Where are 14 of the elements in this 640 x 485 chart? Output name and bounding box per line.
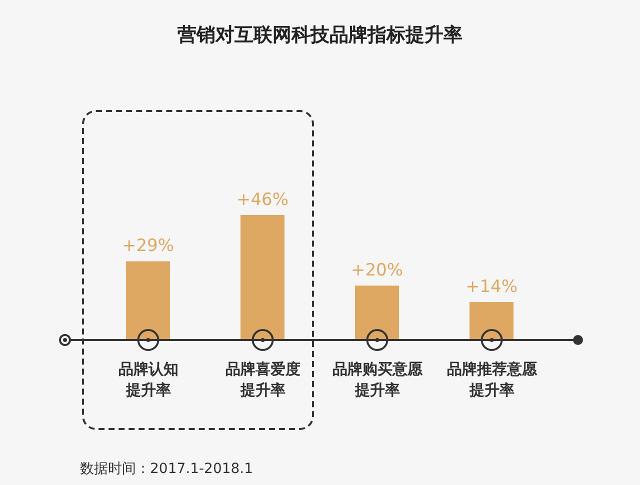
x-tick-label: 品牌认知提升率 xyxy=(118,360,178,399)
x-tick-label: 品牌推荐意愿提升率 xyxy=(446,360,538,399)
x-tick-label: 品牌购买意愿提升率 xyxy=(332,360,424,399)
bar xyxy=(355,286,399,340)
data-label: +14% xyxy=(465,276,518,297)
bar xyxy=(126,261,170,340)
text: 数据时间：2017.1-2018.1 xyxy=(80,460,254,478)
data-label: +46% xyxy=(236,190,289,210)
x-tick-label: 品牌喜爱度提升率 xyxy=(225,360,300,399)
data-label: +29% xyxy=(122,236,174,256)
chart-title: 营销对互联网科技品牌指标提升率 xyxy=(176,23,464,48)
bar xyxy=(240,215,284,340)
data-label: +20% xyxy=(350,260,404,281)
bar xyxy=(470,302,514,340)
